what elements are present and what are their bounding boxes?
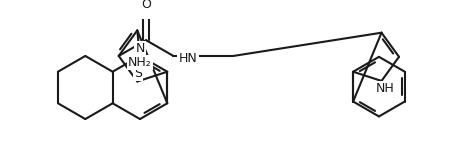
Text: HN: HN: [179, 52, 197, 65]
Text: N: N: [135, 42, 145, 55]
Text: NH: NH: [375, 82, 394, 95]
Text: S: S: [134, 67, 142, 80]
Text: O: O: [141, 0, 151, 11]
Text: NH₂: NH₂: [128, 56, 151, 69]
